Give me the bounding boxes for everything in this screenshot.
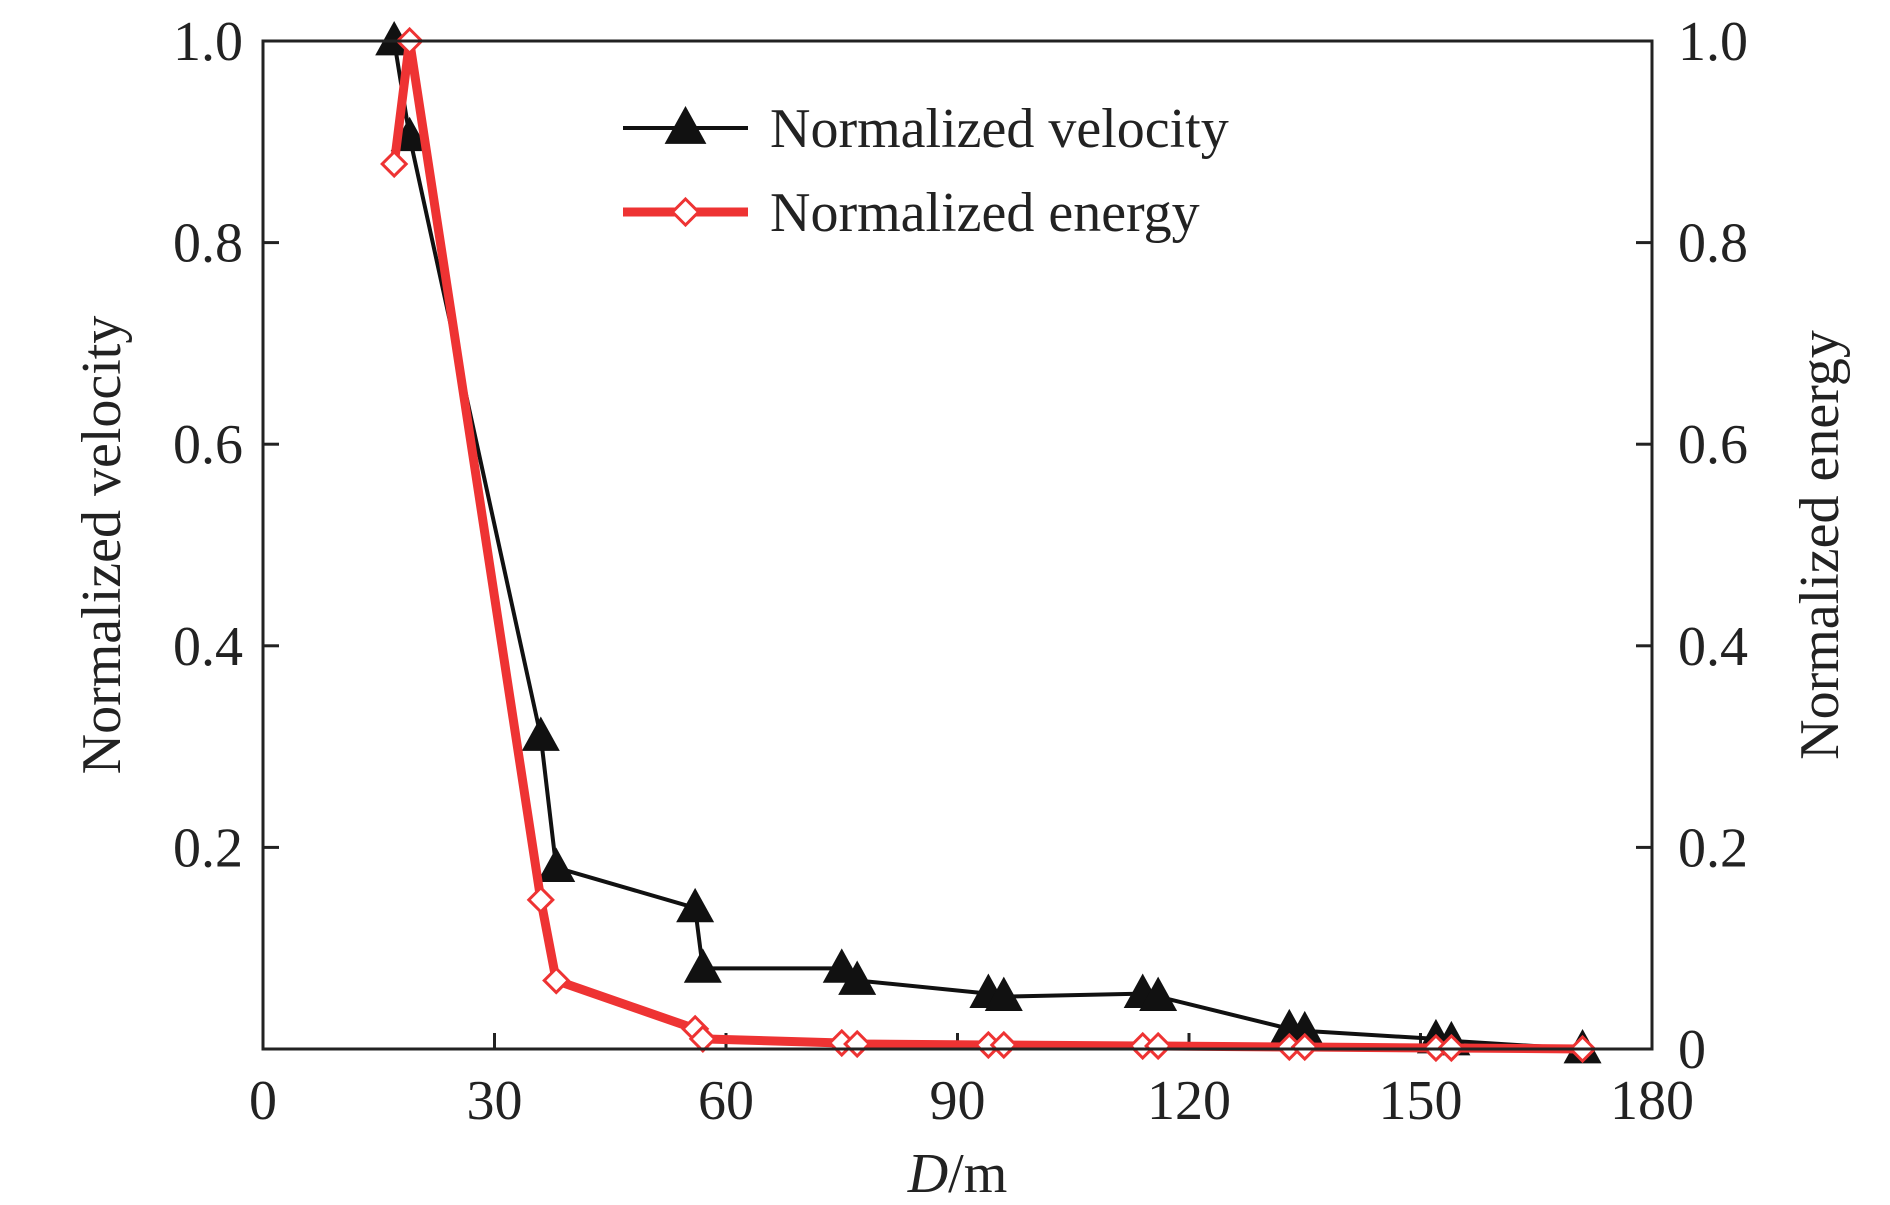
legend-marker-triangle (664, 106, 707, 144)
y-right-tick-label: 0.4 (1678, 616, 1748, 678)
y-left-tick-label: 0.4 (173, 616, 243, 678)
energy-point (542, 966, 571, 995)
legend-label-2: Normalized energy (770, 182, 1200, 244)
velocity-point (838, 960, 877, 995)
energy-point (380, 149, 409, 179)
y-right-tick-label: 1.0 (1678, 11, 1748, 73)
y-axis-right-title: Normalized energy (1789, 330, 1851, 760)
y-left-tick-label: 0.2 (173, 817, 243, 879)
legend-marker-diamond (670, 196, 701, 228)
velocity-point (537, 847, 576, 882)
y-right-tick-label: 0.2 (1678, 817, 1748, 879)
energy-point (1290, 1032, 1319, 1062)
energy-point (843, 1029, 872, 1059)
x-axis-title-italic: D (907, 1143, 948, 1205)
x-tick-label: 60 (698, 1070, 754, 1132)
energy-point (526, 885, 555, 914)
x-tick-label: 90 (930, 1070, 986, 1132)
series-layer (375, 21, 1602, 1064)
y-left-tick-label: 0.6 (173, 414, 243, 476)
axis-ticks: 0 30 60 90 120 150 180 0.2 0.4 0.6 0.8 1.0 0 0.2 0.4 0.… (173, 11, 1748, 1132)
x-tick-label: 150 (1379, 1070, 1463, 1132)
y-right-tick-label: 0 (1678, 1019, 1706, 1081)
plot-frame (261, 39, 1654, 1051)
x-tick-label: 180 (1610, 1070, 1694, 1132)
series-1 (375, 21, 1602, 1064)
velocity-point (683, 948, 722, 983)
velocity-point (676, 887, 715, 923)
legend-label-1: Normalized velocity (770, 98, 1229, 160)
legend: Normalized velocity Normalized energy (623, 98, 1229, 244)
velocity-point (521, 716, 560, 751)
y-right-tick-label: 0.6 (1678, 414, 1748, 476)
y-left-tick-label: 0.8 (173, 213, 243, 275)
energy-point (688, 1024, 717, 1054)
x-tick-label: 0 (249, 1070, 277, 1132)
energy-point (1144, 1031, 1173, 1061)
x-axis-title-unit: /m (948, 1143, 1007, 1205)
x-tick-label: 120 (1147, 1070, 1231, 1132)
y-right-tick-label: 0.8 (1678, 213, 1748, 275)
y-left-tick-label: 1.0 (173, 11, 243, 73)
velocity-point (1139, 976, 1178, 1011)
x-tick-label: 30 (467, 1070, 523, 1132)
energy-point (989, 1030, 1018, 1060)
velocity-point (1285, 1010, 1324, 1046)
x-axis-title: D/m (907, 1143, 1008, 1205)
velocity-point (984, 976, 1023, 1011)
y-axis-left-title: Normalized velocity (71, 316, 133, 775)
